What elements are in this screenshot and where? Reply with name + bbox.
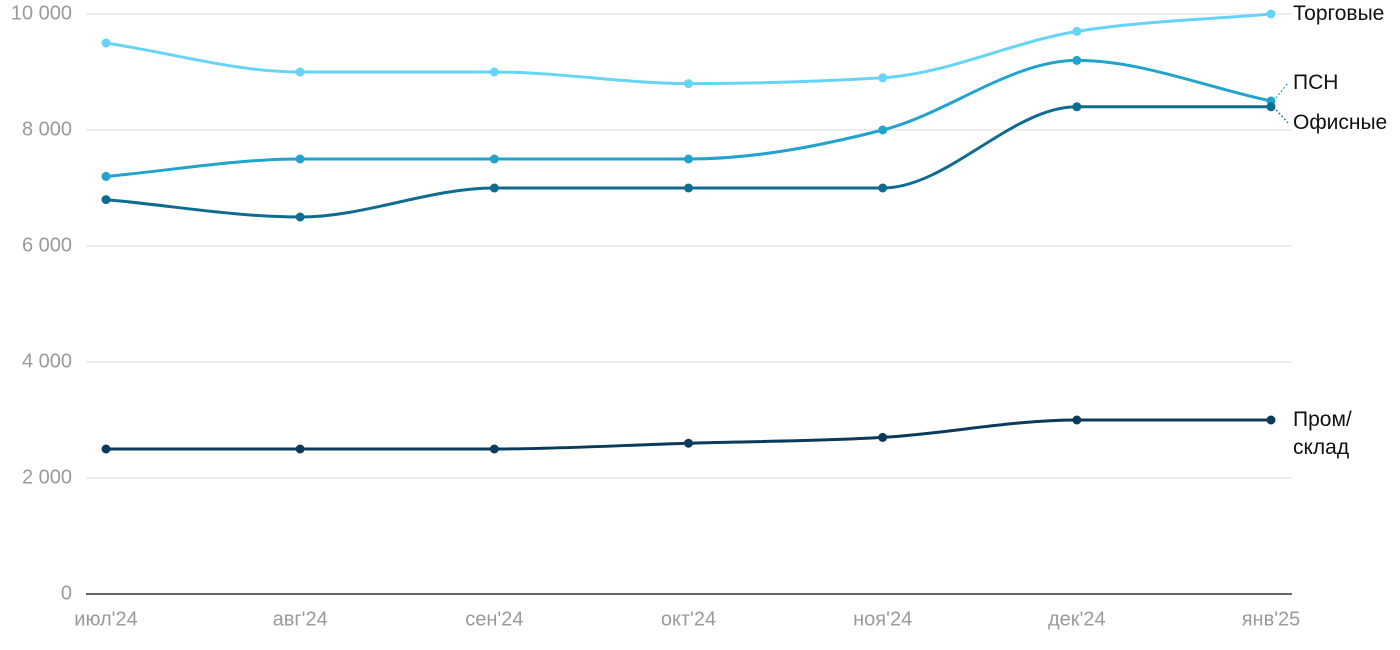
x-tick-label: окт'24 — [661, 608, 716, 630]
point — [101, 444, 111, 454]
series-label: Офисные — [1293, 110, 1388, 134]
point — [878, 73, 888, 83]
x-tick-label: дек'24 — [1048, 608, 1106, 630]
point — [489, 154, 499, 164]
point — [1266, 9, 1276, 19]
series-label: ПСН — [1293, 71, 1339, 94]
series-line — [105, 12, 1272, 86]
point — [1072, 26, 1082, 36]
point — [684, 438, 693, 448]
leader-line — [1275, 82, 1289, 99]
x-tick-label: сен'24 — [465, 608, 523, 630]
leader-line — [1275, 109, 1289, 124]
point — [1072, 102, 1082, 112]
point — [295, 67, 305, 77]
point — [1072, 55, 1082, 65]
point — [295, 444, 305, 454]
point — [295, 212, 305, 222]
point — [684, 154, 693, 164]
point — [489, 67, 499, 77]
x-tick-label: авг'24 — [273, 608, 328, 630]
point — [1072, 415, 1082, 425]
point — [878, 125, 888, 135]
y-tick-label: 2 000 — [22, 466, 72, 488]
point — [1266, 415, 1276, 425]
point — [489, 183, 499, 193]
point — [101, 171, 111, 181]
y-tick-label: 0 — [61, 582, 72, 604]
point — [295, 154, 305, 164]
y-tick-label: 6 000 — [22, 234, 72, 256]
y-tick-label: 8 000 — [22, 118, 72, 140]
y-tick-label: 10 000 — [11, 2, 72, 24]
y-tick-label: 4 000 — [22, 350, 72, 372]
point — [489, 444, 499, 454]
x-tick-label: янв'25 — [1242, 608, 1301, 630]
point — [684, 183, 693, 193]
point — [878, 183, 888, 193]
point — [101, 38, 111, 48]
series-label: Торговые — [1293, 2, 1385, 25]
series-label: Пром/ склад — [1293, 408, 1352, 459]
x-tick-label: ноя'24 — [853, 608, 912, 630]
x-tick-label: июл'24 — [74, 608, 137, 630]
point — [684, 79, 693, 89]
point — [101, 195, 111, 205]
point — [878, 432, 888, 442]
point — [1266, 102, 1276, 112]
